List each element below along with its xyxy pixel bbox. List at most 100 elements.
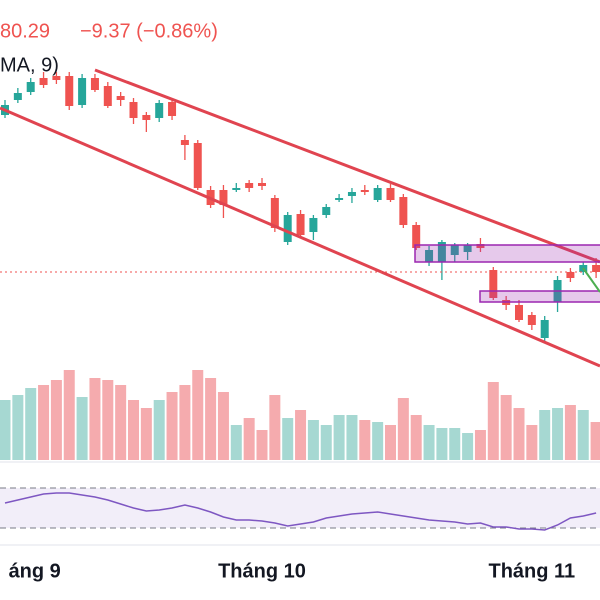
volume-bar [359,420,371,460]
candle-body [335,198,344,200]
volume-bar [320,425,332,460]
trend-line-lower [0,106,600,368]
candle-body [309,218,318,232]
volume-bar [487,382,499,460]
candle-body [489,270,498,298]
candle-body [270,198,279,228]
volume-bar [372,422,384,460]
volume-bar [423,425,435,460]
volume-bar [462,433,474,460]
volume-bar [128,400,139,460]
candle-body [245,183,254,188]
volume-bar [205,378,217,460]
volume-bar [269,395,281,460]
volume-bar [449,428,461,460]
volume-bar [436,428,448,460]
candle-body [322,207,331,215]
candle-body [180,140,189,145]
candle-body [425,250,434,262]
volume-bar [50,380,62,460]
candle-body [515,305,523,320]
volume-bar [89,378,101,460]
x-tick-label: áng 9 [9,560,61,582]
change-label: −9.37 (−0.86%) [80,20,218,42]
volume-bar [25,388,37,460]
volume-bar [76,397,88,460]
candle-body [347,192,356,196]
volume-bar [282,418,294,460]
volume-bar [0,400,11,460]
volume-bar [539,410,551,460]
volume-bar [192,370,204,460]
volume-bar [295,410,307,460]
volume-bar [526,425,538,460]
arrow [582,267,600,293]
volume-bar [500,395,512,460]
candle-body [283,215,292,242]
volume-bar [385,425,396,460]
volume-bar [590,422,600,460]
volume-bar [410,415,422,460]
candle-body [566,272,575,278]
candle-body [52,76,61,80]
volume-bar [307,420,319,460]
volume-bar [140,408,152,460]
volume-bar [243,418,255,460]
volume-bar [552,408,564,460]
candle-body [360,190,369,192]
candle-body [65,76,74,106]
candle-body [463,245,472,252]
volume-bar [102,380,114,460]
price-label: 80.29 [0,20,50,42]
volume-bar [217,392,229,460]
volume-bar [564,405,576,460]
candle-body [540,320,549,338]
candle-body [116,96,125,100]
candle-body [103,86,112,106]
zone [414,244,600,263]
candle-body [399,197,408,225]
candle-body [450,245,459,255]
candle-body [129,102,138,118]
candle-body [373,188,382,200]
x-tick-label: Tháng 11 [488,560,575,582]
volume-bar [115,385,127,460]
candle-body [592,265,600,272]
volume-bar [230,425,242,460]
plot: áng 9 Tháng 10 Tháng 11 [0,72,600,582]
volume-bar [12,395,24,460]
volume-bar [333,415,345,460]
candle-body [527,315,536,325]
volume-bar [474,430,486,460]
candle-body [26,82,35,92]
candle-body [412,225,421,248]
candle-body [386,188,395,200]
volume-bar [63,370,75,460]
candle-body [168,102,177,116]
candle-body [219,190,228,205]
candle-body [142,115,151,120]
volume-bar [346,415,358,460]
candle-body [155,103,164,118]
candle-body [232,188,241,190]
rsi-band-fill [0,488,600,528]
volume-bar [256,430,268,460]
volume-bar [153,400,165,460]
candle-body [78,78,87,105]
volume-bar [179,385,191,460]
candle-body [193,143,202,188]
zone [479,290,600,303]
candle-body [258,183,266,186]
rsi-line [4,492,597,531]
candle-body [437,242,446,262]
candle-body [39,78,48,85]
indicator-label: MA, 9) [0,54,59,76]
volume-bar [577,410,589,460]
x-tick-label: Tháng 10 [218,560,306,582]
candle-body [90,78,99,90]
volume-bar [166,392,178,460]
trend-line-upper [94,68,600,264]
candle-body [296,214,305,235]
